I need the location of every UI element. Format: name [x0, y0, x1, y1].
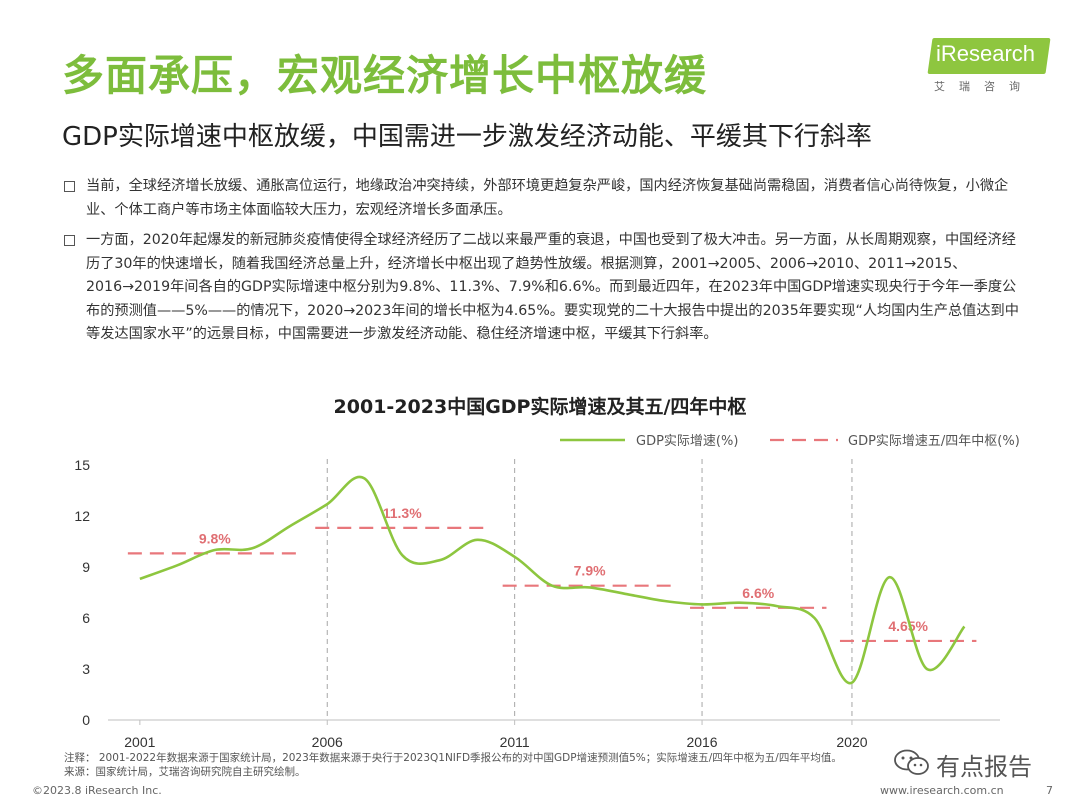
- center-label: 4.65%: [888, 618, 928, 634]
- bullet-item: 一方面，2020年起爆发的新冠肺炎疫情使得全球经济经历了二战以来最严重的衰退，中…: [64, 229, 1024, 347]
- y-tick-label: 6: [82, 610, 90, 626]
- center-label: 11.3%: [383, 505, 422, 521]
- bullet-item: 当前，全球经济增长放缓、通胀高位运行，地缘政治冲突持续，外部环境更趋复杂严峻，国…: [64, 175, 1024, 222]
- bullet-list: 当前，全球经济增长放缓、通胀高位运行，地缘政治冲突持续，外部环境更趋复杂严峻，国…: [64, 175, 1024, 354]
- logo-subtext: 艾瑞咨询: [934, 80, 1034, 93]
- y-tick-label: 3: [82, 661, 90, 677]
- note-line: 注释： 2001-2022年数据来源于国家统计局，2023年数据来源于央行于20…: [64, 752, 842, 764]
- watermark-text: 有点报告: [936, 753, 1032, 781]
- page-number: 7: [1046, 784, 1053, 797]
- source-line: 来源：国家统计局，艾瑞咨询研究院自主研究绘制。: [64, 766, 306, 778]
- watermark: 有点报告: [892, 746, 1052, 781]
- gdp-growth-line: [139, 475, 966, 685]
- y-tick-label: 15: [74, 457, 90, 473]
- footer-website: www.iresearch.com.cn: [880, 784, 1004, 797]
- center-label: 6.6%: [742, 585, 774, 601]
- x-tick-label: 2016: [686, 734, 717, 750]
- bullet-text: 一方面，2020年起爆发的新冠肺炎疫情使得全球经济经历了二战以来最严重的衰退，中…: [86, 232, 1019, 342]
- square-bullet-icon: [64, 235, 75, 246]
- legend-label-gdp: GDP实际增速(%): [636, 434, 738, 449]
- footer-copyright: ©2023.8 iResearch Inc.: [32, 784, 162, 797]
- center-label: 9.8%: [199, 530, 231, 546]
- y-tick-label: 0: [82, 712, 90, 728]
- chart-title: 2001-2023中国GDP实际增速及其五/四年中枢: [333, 396, 747, 418]
- x-tick-label: 2011: [500, 734, 530, 750]
- y-tick-label: 12: [74, 508, 90, 524]
- logo-text: iResearch: [936, 41, 1036, 66]
- x-tick-label: 2001: [124, 734, 155, 750]
- x-tick-label: 2020: [836, 734, 867, 750]
- iresearch-logo: iResearch 艾瑞咨询: [920, 38, 1051, 100]
- x-tick-label: 2006: [312, 734, 343, 750]
- page-title: 多面承压，宏观经济增长中枢放缓: [62, 51, 708, 100]
- chart-notes: 注释： 2001-2022年数据来源于国家统计局，2023年数据来源于央行于20…: [64, 751, 842, 779]
- center-label: 7.9%: [574, 563, 606, 579]
- bullet-text: 当前，全球经济增长放缓、通胀高位运行，地缘政治冲突持续，外部环境更趋复杂严峻，国…: [86, 178, 1009, 218]
- wechat-icon: [894, 749, 929, 775]
- square-bullet-icon: [64, 181, 75, 192]
- y-tick-label: 9: [82, 559, 90, 575]
- legend-label-center: GDP实际增速五/四年中枢(%): [848, 434, 1020, 449]
- page-subtitle: GDP实际增速中枢放缓，中国需进一步激发经济动能、平缓其下行斜率: [62, 122, 872, 152]
